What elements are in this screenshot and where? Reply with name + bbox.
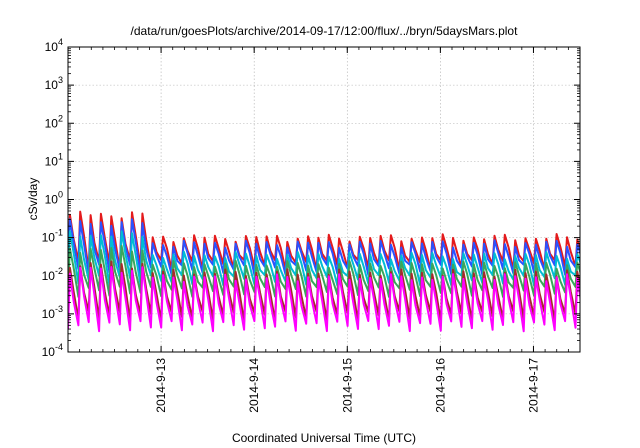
y-tick-label: 10-3 bbox=[42, 304, 63, 321]
series-layer bbox=[68, 210, 580, 333]
x-tick-label: 2014-9-16 bbox=[433, 358, 447, 413]
series-line-6 bbox=[68, 266, 580, 333]
y-tick-labels: 104 103 102 101 100 10-1 10-2 10-3 10-4 bbox=[42, 37, 63, 359]
x-tick-label: 2014-9-17 bbox=[526, 358, 540, 413]
y-tick-label: 10-2 bbox=[42, 266, 63, 283]
x-axis-label: Coordinated Universal Time (UTC) bbox=[232, 431, 416, 445]
y-tick-label: 103 bbox=[45, 75, 63, 92]
y-axis-label: cSv/day bbox=[26, 178, 40, 221]
y-tick-label: 101 bbox=[45, 151, 63, 168]
y-tick-label: 104 bbox=[45, 37, 63, 54]
y-tick-label: 10-1 bbox=[42, 228, 63, 245]
x-tick-label: 2014-9-15 bbox=[340, 358, 354, 413]
series-line-3 bbox=[68, 230, 580, 287]
x-tick-label: 2014-9-13 bbox=[154, 358, 168, 413]
y-tick-label: 100 bbox=[45, 190, 63, 207]
ticks bbox=[67, 46, 581, 353]
x-tick-label: 2014-9-14 bbox=[247, 358, 261, 413]
y-tick-label: 102 bbox=[45, 113, 63, 130]
y-tick-label: 10-4 bbox=[42, 342, 63, 359]
series-line-2 bbox=[68, 218, 580, 276]
chart-title: /data/run/goesPlots/archive/2014-09-17/1… bbox=[131, 24, 519, 38]
x-tick-labels: 2014-9-13 2014-9-14 2014-9-15 2014-9-16 2014… bbox=[154, 358, 540, 413]
